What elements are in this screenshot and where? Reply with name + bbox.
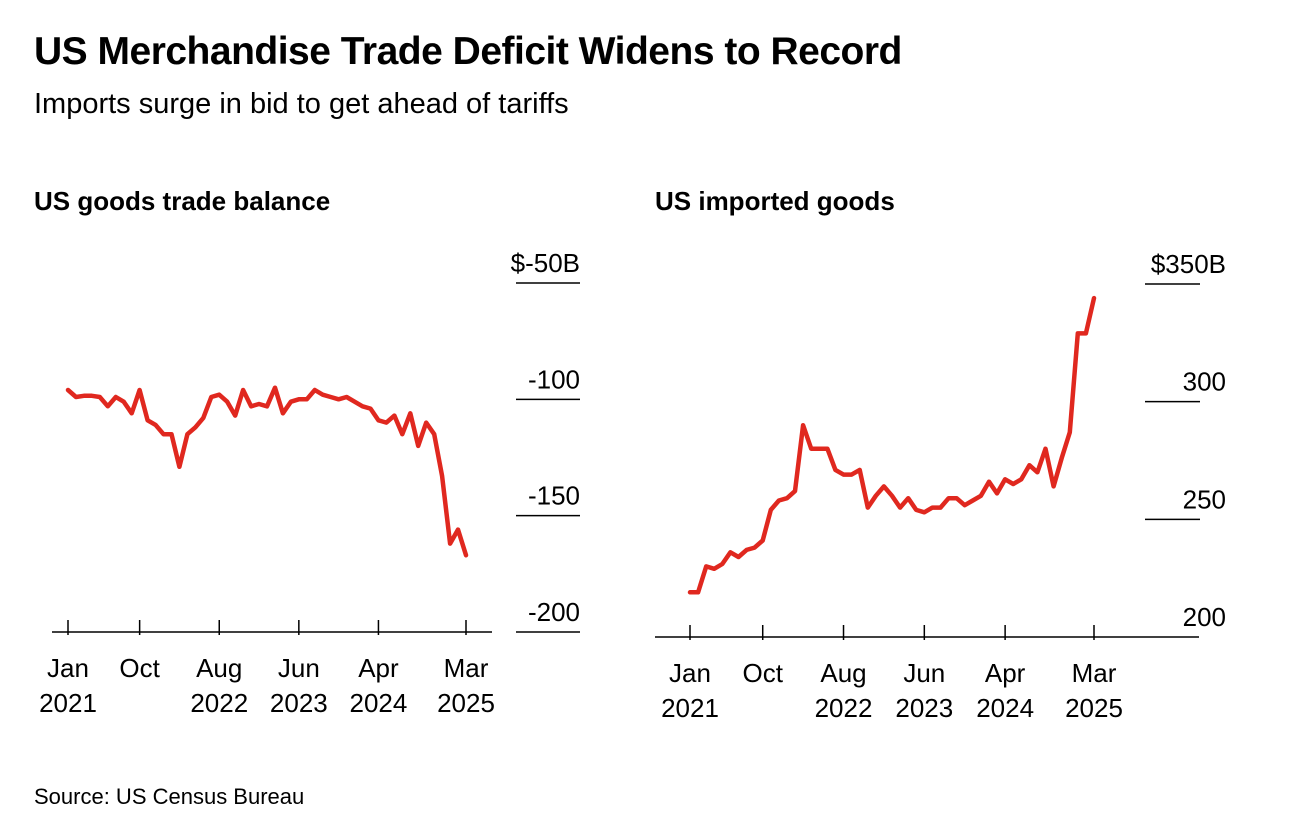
imported-goods-chart: $350B 300 250 200 Jan 2021 Oct Aug 2022 Jun 2023 Ap… <box>655 249 1226 723</box>
y-tick-label: -200 <box>528 597 580 627</box>
x-tick-label-year: 2025 <box>437 688 495 718</box>
x-tick-label: Aug <box>820 658 866 688</box>
x-tick-label: Mar <box>444 653 489 683</box>
source-note: Source: US Census Bureau <box>34 784 305 809</box>
x-tick-label: Apr <box>985 658 1026 688</box>
y-tick-label: 250 <box>1183 484 1226 514</box>
page-title: US Merchandise Trade Deficit Widens to R… <box>34 30 902 73</box>
x-tick-label-year: 2025 <box>1065 693 1123 723</box>
y-tick-label: 200 <box>1183 602 1226 632</box>
y-tick-label: -100 <box>528 364 580 394</box>
y-tick-label: -150 <box>528 481 580 511</box>
chart-title-imported-goods: US imported goods <box>655 186 895 216</box>
x-tick-label: Mar <box>1072 658 1117 688</box>
x-tick-label: Jan <box>669 658 711 688</box>
x-tick-label: Jun <box>278 653 320 683</box>
x-tick-label-year: 2023 <box>895 693 953 723</box>
x-tick-label: Jan <box>47 653 89 683</box>
x-tick-label: Jun <box>903 658 945 688</box>
x-tick-label: Apr <box>358 653 399 683</box>
x-tick-label-year: 2022 <box>815 693 873 723</box>
chart-title-trade-balance: US goods trade balance <box>34 186 331 216</box>
x-tick-label-year: 2023 <box>270 688 328 718</box>
x-tick-label-year: 2021 <box>39 688 97 718</box>
x-tick-label: Aug <box>196 653 242 683</box>
x-tick-label-year: 2024 <box>350 688 408 718</box>
x-tick-label-year: 2021 <box>661 693 719 723</box>
x-tick-label: Oct <box>119 653 160 683</box>
y-tick-label: $350B <box>1151 249 1226 279</box>
page-subtitle: Imports surge in bid to get ahead of tar… <box>34 88 569 120</box>
trade-balance-chart: $-50B -100 -150 -200 Jan 2021 Oct Aug 2022 Jun 202… <box>39 248 580 718</box>
x-tick-label: Oct <box>742 658 783 688</box>
x-tick-label-year: 2022 <box>190 688 248 718</box>
y-tick-label: $-50B <box>511 248 580 278</box>
x-tick-label-year: 2024 <box>976 693 1034 723</box>
series-line <box>65 385 469 558</box>
y-tick-label: 300 <box>1183 367 1226 397</box>
series-line <box>687 295 1097 595</box>
